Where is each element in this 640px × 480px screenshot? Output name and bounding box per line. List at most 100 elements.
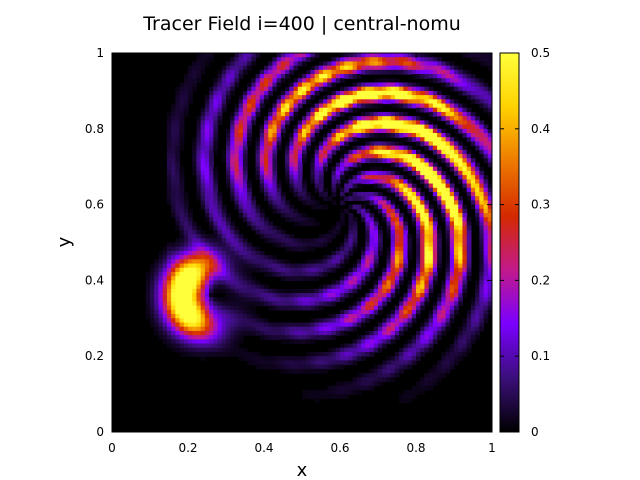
heatmap-cell xyxy=(247,200,252,206)
heatmap-cell xyxy=(403,86,409,92)
heatmap-cell xyxy=(390,170,396,176)
heatmap-cell xyxy=(196,69,202,75)
heatmap-cell xyxy=(247,86,252,92)
heatmap-cell xyxy=(483,246,489,252)
heatmap-cell xyxy=(441,330,447,336)
heatmap-cell xyxy=(416,343,421,349)
heatmap-cell xyxy=(403,179,409,185)
heatmap-cell xyxy=(352,267,358,273)
heatmap-cell xyxy=(234,267,240,273)
heatmap-cell xyxy=(390,82,396,88)
heatmap-cell xyxy=(234,301,240,307)
heatmap-cell xyxy=(352,314,358,319)
heatmap-cell xyxy=(183,326,189,332)
heatmap-cell xyxy=(192,166,198,172)
heatmap-cell xyxy=(462,234,468,239)
heatmap-cell xyxy=(403,297,409,303)
heatmap-cell xyxy=(162,271,168,277)
heatmap-cell xyxy=(230,343,236,349)
heatmap-cell xyxy=(251,53,257,58)
heatmap-cell xyxy=(213,120,219,126)
heatmap-cell xyxy=(200,330,206,336)
heatmap-cell xyxy=(234,297,240,303)
heatmap-cell xyxy=(327,267,333,273)
heatmap-cell xyxy=(470,204,476,210)
heatmap-cell xyxy=(259,69,265,75)
heatmap-cell xyxy=(466,183,472,189)
heatmap-cell xyxy=(462,204,468,210)
heatmap-cell xyxy=(166,335,172,340)
heatmap-cell xyxy=(356,175,362,180)
heatmap-cell xyxy=(306,267,312,273)
heatmap-cell xyxy=(399,196,404,201)
heatmap-cell xyxy=(454,65,459,71)
heatmap-cell xyxy=(449,356,455,362)
heatmap-cell xyxy=(226,86,231,92)
heatmap-cell xyxy=(390,373,396,378)
heatmap-cell xyxy=(462,145,468,151)
heatmap-cell xyxy=(335,133,341,138)
heatmap-cell xyxy=(255,356,261,362)
heatmap-cell xyxy=(483,133,489,138)
heatmap-cell xyxy=(365,65,371,71)
heatmap-cell xyxy=(454,242,459,248)
heatmap-cell xyxy=(247,208,252,214)
heatmap-cell xyxy=(310,389,316,395)
heatmap-cell xyxy=(318,162,324,168)
heatmap-cell xyxy=(373,297,379,303)
heatmap-cell xyxy=(348,267,354,273)
heatmap-cell xyxy=(390,65,396,71)
heatmap-cell xyxy=(192,267,198,273)
heatmap-cell xyxy=(475,162,480,168)
heatmap-cell xyxy=(475,288,480,294)
heatmap-cell xyxy=(348,229,354,235)
heatmap-cell xyxy=(268,170,274,176)
heatmap-cell xyxy=(470,124,476,130)
heatmap-cell xyxy=(318,74,324,79)
heatmap-cell xyxy=(432,259,438,265)
heatmap-cell xyxy=(314,301,320,307)
heatmap-cell xyxy=(302,339,307,345)
heatmap-cell xyxy=(242,267,248,273)
heatmap-cell xyxy=(259,255,265,260)
heatmap-cell xyxy=(352,162,358,168)
heatmap-cell xyxy=(226,221,231,227)
heatmap-cell xyxy=(166,162,172,168)
heatmap-cell xyxy=(310,360,316,366)
heatmap-cell xyxy=(314,116,320,121)
heatmap-cell xyxy=(166,297,172,303)
heatmap-cell xyxy=(449,225,455,231)
heatmap-cell xyxy=(356,95,362,100)
heatmap-cell xyxy=(306,78,312,84)
heatmap-cell xyxy=(272,69,278,75)
heatmap-cell xyxy=(264,259,269,265)
heatmap-cell xyxy=(407,351,413,357)
heatmap-cell xyxy=(458,158,464,164)
heatmap-cell xyxy=(340,61,345,67)
heatmap-cell xyxy=(264,255,269,260)
heatmap-cell xyxy=(166,330,172,336)
heatmap-cell xyxy=(428,69,434,75)
heatmap-cell xyxy=(340,314,345,319)
heatmap-cell xyxy=(213,103,219,109)
heatmap-cell xyxy=(251,103,257,109)
heatmap-cell xyxy=(183,191,189,197)
heatmap-cell xyxy=(217,99,223,105)
heatmap-cell xyxy=(209,103,214,109)
heatmap-cell xyxy=(280,103,286,109)
heatmap-cell xyxy=(344,385,350,391)
heatmap-cell xyxy=(432,162,438,168)
heatmap-cell xyxy=(204,53,210,58)
heatmap-cell xyxy=(466,225,472,231)
heatmap-cell xyxy=(378,335,383,340)
heatmap-cell xyxy=(361,86,366,92)
heatmap-cell xyxy=(340,255,345,260)
heatmap-cell xyxy=(179,170,185,176)
heatmap-cell xyxy=(272,99,278,105)
heatmap-cell xyxy=(483,284,489,290)
heatmap-cell xyxy=(361,149,366,155)
heatmap-cell xyxy=(340,389,345,395)
heatmap-cell xyxy=(352,183,358,189)
heatmap-cell xyxy=(166,284,172,290)
heatmap-plot xyxy=(111,52,493,433)
